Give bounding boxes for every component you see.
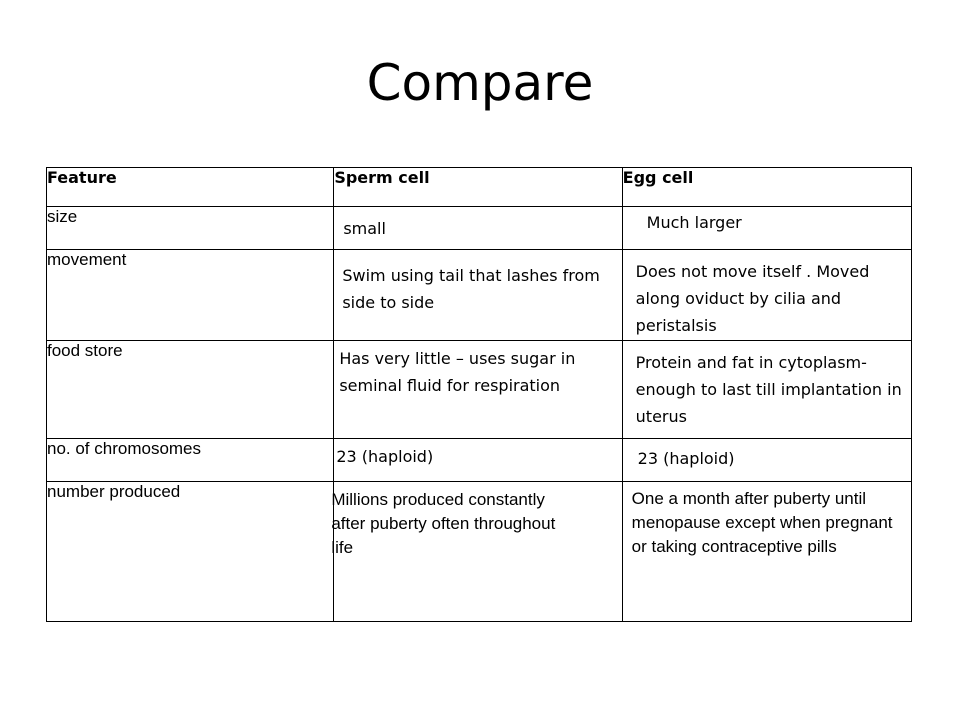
table-row: number produced Millions produced consta… bbox=[45, 481, 913, 622]
sperm-cell: Millions produced constantly after puber… bbox=[331, 481, 623, 622]
sperm-value: Millions produced constantly after puber… bbox=[331, 490, 556, 557]
feature-cell: movement bbox=[45, 249, 335, 341]
feature-cell: number produced bbox=[45, 481, 335, 622]
egg-cell: 23 (haploid) bbox=[621, 438, 913, 482]
table-row: movement Swim using tail that lashes fro… bbox=[45, 249, 913, 341]
comparison-table: Feature Sperm cell Egg cell size small M… bbox=[45, 167, 913, 622]
egg-value: One a month after puberty until menopaus… bbox=[631, 489, 893, 556]
sperm-value: 23 (haploid) bbox=[336, 447, 434, 466]
sperm-value: Has very little – uses sugar in seminal … bbox=[339, 349, 576, 395]
egg-value: Does not move itself . Moved along ovidu… bbox=[635, 262, 870, 335]
sperm-cell: Swim using tail that lashes from side to… bbox=[333, 249, 623, 341]
egg-value: Much larger bbox=[646, 213, 742, 232]
table-row: food store Has very little – uses sugar … bbox=[45, 340, 913, 439]
egg-cell: Does not move itself . Moved along ovidu… bbox=[621, 249, 913, 341]
sperm-value: Swim using tail that lashes from side to… bbox=[342, 266, 600, 312]
egg-cell: One a month after puberty until menopaus… bbox=[621, 481, 913, 622]
egg-value: Protein and fat in cytoplasm- enough to … bbox=[635, 353, 902, 426]
egg-cell: Protein and fat in cytoplasm- enough to … bbox=[621, 340, 913, 439]
table-row: size small Much larger bbox=[45, 206, 913, 250]
egg-cell: Much larger bbox=[621, 206, 913, 250]
header-egg-cell: Egg cell bbox=[621, 167, 913, 207]
feature-cell: food store bbox=[45, 340, 335, 439]
header-feature: Feature bbox=[45, 167, 335, 207]
header-sperm-cell: Sperm cell bbox=[333, 167, 623, 207]
table-row: no. of chromosomes 23 (haploid) 23 (hapl… bbox=[45, 438, 913, 482]
sperm-cell: Has very little – uses sugar in seminal … bbox=[333, 340, 623, 439]
sperm-cell: 23 (haploid) bbox=[333, 438, 623, 482]
slide-title: Compare bbox=[366, 54, 594, 112]
feature-cell: size bbox=[45, 206, 335, 250]
sperm-cell: small bbox=[333, 206, 623, 250]
sperm-value: small bbox=[343, 219, 386, 238]
table-header-row: Feature Sperm cell Egg cell bbox=[45, 167, 913, 207]
feature-cell: no. of chromosomes bbox=[45, 438, 335, 482]
egg-value: 23 (haploid) bbox=[637, 449, 735, 468]
